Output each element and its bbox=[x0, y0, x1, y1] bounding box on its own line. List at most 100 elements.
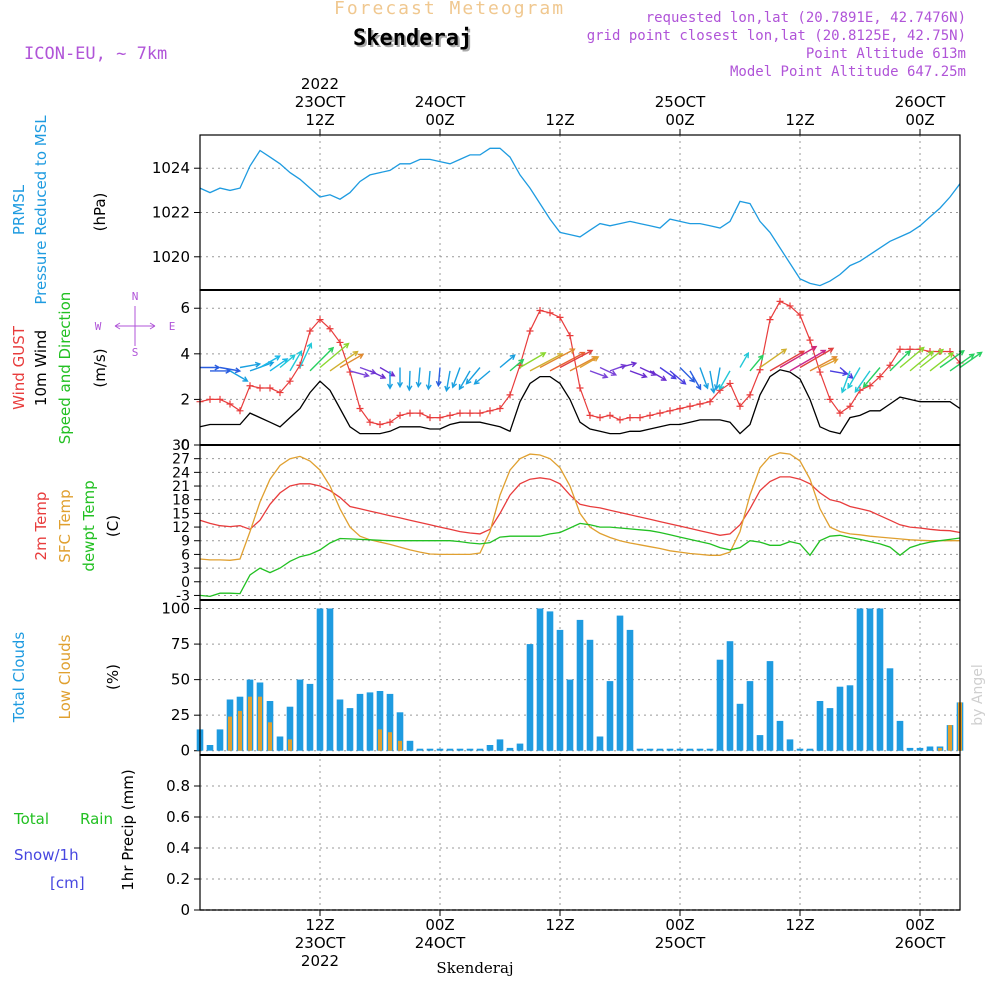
gust-marker bbox=[896, 345, 904, 353]
top-time-label: 00Z bbox=[425, 111, 454, 129]
temperature-ytick-label: -3 bbox=[176, 588, 190, 604]
precip-ytick-label: 0.6 bbox=[166, 808, 190, 826]
bottom-time-label: 23OCT bbox=[295, 934, 346, 952]
gust-marker bbox=[536, 307, 544, 315]
wind-arrow bbox=[465, 367, 481, 385]
total-cloud-bar bbox=[486, 745, 494, 751]
total-cloud-bar bbox=[496, 739, 504, 751]
total-cloud-bar bbox=[516, 743, 524, 751]
gust-marker bbox=[636, 414, 644, 422]
bottom-time-label: 12Z bbox=[785, 916, 814, 934]
gust-marker bbox=[256, 384, 264, 392]
gust-marker bbox=[686, 402, 694, 410]
wind-arrow bbox=[629, 370, 648, 379]
gust-marker bbox=[436, 414, 444, 422]
gust-marker bbox=[526, 327, 534, 335]
wind-arrow bbox=[949, 353, 975, 372]
pressure-ytick-label: 1022 bbox=[152, 204, 190, 222]
wind-arrow bbox=[839, 366, 854, 380]
wind-arrow bbox=[406, 370, 413, 392]
pressure-label-2: Pressure Reduced to MSL bbox=[32, 115, 50, 305]
wind-unit: (m/s) bbox=[91, 348, 109, 387]
gust-marker bbox=[496, 405, 504, 413]
compass-w: W bbox=[95, 320, 102, 333]
gust-marker bbox=[206, 395, 214, 403]
top-time-label: 26OCT bbox=[895, 93, 946, 111]
wind-arrow bbox=[451, 367, 461, 389]
wind-arrow bbox=[889, 349, 911, 372]
total-cloud-bar bbox=[476, 748, 484, 751]
temp-label-2m: 2m Temp bbox=[32, 492, 50, 561]
gust-marker bbox=[336, 338, 344, 346]
wind-arrow bbox=[239, 361, 262, 369]
gust-marker bbox=[836, 409, 844, 417]
precip-label-cm: [cm] bbox=[50, 874, 85, 892]
wind-arrow bbox=[458, 370, 471, 391]
wind-ytick-label: 6 bbox=[180, 299, 190, 317]
wind-arrow bbox=[309, 346, 335, 372]
gust-marker bbox=[806, 336, 814, 344]
gust-marker bbox=[696, 400, 704, 408]
total-cloud-bar bbox=[776, 720, 784, 751]
precip-label-total: Total bbox=[13, 810, 49, 828]
gust-marker bbox=[316, 316, 324, 324]
total-cloud-bar bbox=[356, 693, 364, 751]
gust-marker bbox=[656, 409, 664, 417]
wind-arrow bbox=[329, 350, 359, 372]
gust-marker bbox=[826, 395, 834, 403]
bottom-time-label: 12Z bbox=[305, 916, 334, 934]
total-cloud-bar bbox=[206, 745, 214, 751]
gust-marker bbox=[766, 316, 774, 324]
wind-arrow bbox=[473, 370, 491, 385]
temperature-ytick-label: 9 bbox=[181, 534, 190, 550]
wind-arrow bbox=[749, 354, 764, 372]
total-cloud-bar bbox=[576, 619, 584, 751]
temp-label-dewpt: dewpt Temp bbox=[80, 480, 98, 571]
gust-marker bbox=[596, 414, 604, 422]
total-cloud-bar bbox=[696, 748, 704, 751]
temperature-ytick-label: 30 bbox=[172, 438, 190, 454]
total-cloud-bar bbox=[926, 746, 934, 751]
compass-e: E bbox=[169, 320, 176, 333]
total-cloud-bar bbox=[716, 659, 724, 751]
wind-arrow bbox=[229, 370, 249, 382]
precip-ytick-label: 0.4 bbox=[166, 839, 190, 857]
wind-arrow bbox=[679, 367, 696, 383]
wind-label-speed-dir: Speed and Direction bbox=[56, 292, 74, 445]
wind-arrow bbox=[379, 366, 396, 377]
total-cloud-bar bbox=[306, 683, 314, 751]
gust-marker bbox=[546, 309, 554, 317]
total-cloud-bar bbox=[756, 735, 764, 751]
credit-watermark: by Angel bbox=[970, 664, 986, 725]
bottom-time-label: 00Z bbox=[665, 916, 694, 934]
wind-arrow bbox=[919, 348, 945, 369]
temperature-ytick-label: 18 bbox=[172, 493, 190, 509]
clouds-ytick-label: 0 bbox=[180, 742, 190, 760]
top-time-label: 12Z bbox=[545, 111, 574, 129]
low-cloud-bar bbox=[288, 739, 292, 751]
gust-marker bbox=[406, 409, 414, 417]
wind-arrow bbox=[619, 361, 638, 369]
model-altitude: Model Point Altitude 647.25m bbox=[729, 64, 966, 80]
total-cloud-bar bbox=[666, 748, 674, 751]
bottom-time-label: 00Z bbox=[425, 916, 454, 934]
low-cloud-bar bbox=[938, 747, 942, 751]
temp-label-sfc: SFC Temp bbox=[56, 489, 74, 562]
compass-s: S bbox=[132, 346, 139, 359]
wind-arrow bbox=[259, 355, 281, 369]
clouds-label-total: Total Clouds bbox=[10, 632, 28, 724]
total-cloud-bar bbox=[456, 748, 464, 751]
wind-arrow bbox=[609, 363, 627, 372]
low-cloud-bar bbox=[228, 716, 232, 751]
total-cloud-bar bbox=[406, 740, 414, 751]
gust-marker bbox=[486, 407, 494, 415]
bottom-time-label: 25OCT bbox=[655, 934, 706, 952]
total-cloud-bar bbox=[816, 701, 824, 751]
top-time-label: 2022 bbox=[301, 75, 339, 93]
gust-marker bbox=[286, 377, 294, 385]
total-cloud-bar bbox=[906, 747, 914, 751]
total-cloud-bar bbox=[336, 699, 344, 751]
clouds-ytick-label: 75 bbox=[171, 635, 190, 653]
wind-arrow bbox=[739, 351, 750, 368]
total-cloud-bar bbox=[386, 693, 394, 751]
